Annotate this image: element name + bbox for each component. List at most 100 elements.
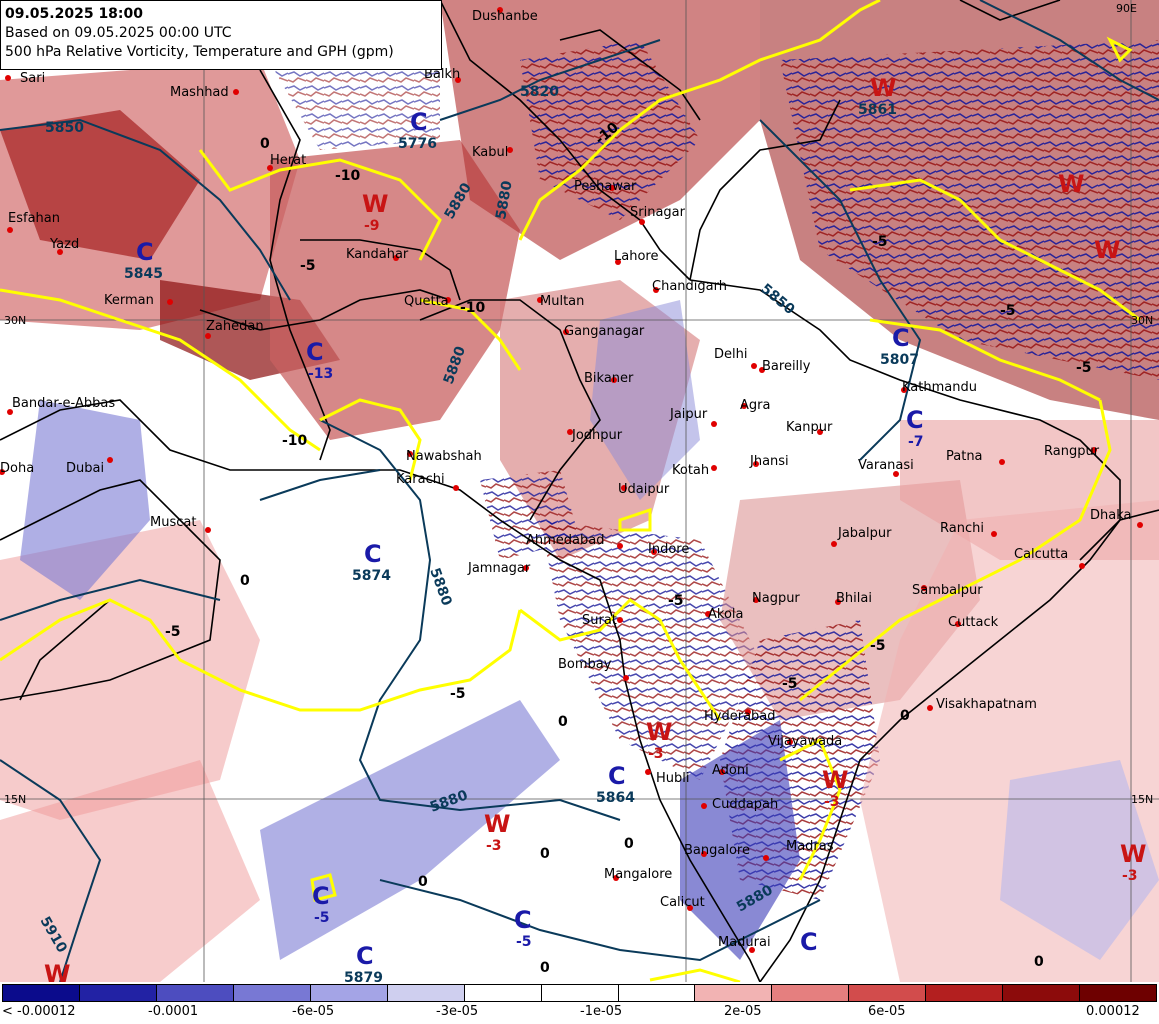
city-dot <box>523 565 529 571</box>
city-label: Jhansi <box>749 454 789 469</box>
city-dot <box>611 377 617 383</box>
city-dot <box>205 527 211 533</box>
low-pressure-marker: C <box>410 108 428 136</box>
low-pressure-marker: C <box>906 406 924 434</box>
city-label: Nagpur <box>752 591 800 606</box>
legend-swatch <box>156 985 234 1001</box>
city-label: Cuddapah <box>712 797 778 812</box>
temp-label: -10 <box>460 300 486 316</box>
city-label: Balkh <box>424 67 460 82</box>
pressure-value: -5 <box>314 910 330 926</box>
pressure-value: -3 <box>486 838 502 854</box>
city-label: Delhi <box>714 347 747 362</box>
temp-label: -10 <box>335 168 361 184</box>
temp-label: 0 <box>558 714 568 730</box>
pressure-value: 5807 <box>880 352 919 368</box>
legend-swatch <box>618 985 696 1001</box>
city-label: Hyderabad <box>704 709 776 724</box>
high-pressure-marker: W <box>1058 170 1084 198</box>
legend-label: 0.00012 <box>1086 1004 1140 1019</box>
low-pressure-marker: C <box>892 324 910 352</box>
city-dot <box>0 469 5 475</box>
legend-swatch <box>3 985 80 1001</box>
temp-label: 0 <box>260 136 270 152</box>
pressure-value: -3 <box>1122 868 1138 884</box>
city-label: Akola <box>708 607 744 622</box>
city-label: Doha <box>0 461 34 476</box>
city-dot <box>921 585 927 591</box>
legend-swatch <box>464 985 542 1001</box>
city-dot <box>719 769 725 775</box>
city-dot <box>107 457 113 463</box>
city-label: Kabul <box>472 145 508 160</box>
city-label: Kerman <box>104 293 154 308</box>
map-title-box: 09.05.2025 18:00 Based on 09.05.2025 00:… <box>0 0 442 70</box>
pressure-value: -5 <box>516 934 532 950</box>
temp-label: 0 <box>624 836 634 852</box>
city-dot <box>701 851 707 857</box>
legend-swatch <box>849 985 927 1001</box>
city-dot <box>5 75 11 81</box>
legend-swatch <box>79 985 157 1001</box>
pressure-value: -3 <box>648 746 664 762</box>
city-label: Adoni <box>712 763 749 778</box>
high-pressure-marker: W <box>362 190 388 218</box>
city-dot <box>745 709 751 715</box>
pressure-value: -7 <box>908 434 924 450</box>
high-pressure-marker: W <box>870 74 896 102</box>
temp-label: -5 <box>300 258 316 274</box>
temp-label: -5 <box>870 638 886 654</box>
city-dot <box>205 333 211 339</box>
city-dot <box>991 531 997 537</box>
city-label: Bhilai <box>836 591 872 606</box>
city-label: Calicut <box>660 895 705 910</box>
city-label: Herat <box>270 153 306 168</box>
temperature-contours <box>0 0 1141 982</box>
pressure-value: 5861 <box>858 102 897 118</box>
city-dot <box>651 549 657 555</box>
city-dot <box>751 363 757 369</box>
city-label: Madurai <box>718 935 771 950</box>
temp-label: 0 <box>900 708 910 724</box>
legend-labels: < -0.00012 -0.0001 -6e-05 -3e-05 -1e-05 … <box>0 1004 1159 1024</box>
pressure-value: -13 <box>308 366 333 382</box>
legend-swatch <box>1080 985 1157 1001</box>
high-pressure-marker: W <box>646 718 672 746</box>
city-dot <box>999 459 1005 465</box>
city-dot <box>645 769 651 775</box>
grid-labels: 30N 15N 30N 15N 90E <box>4 2 1153 806</box>
gph-label: 5880 <box>493 179 516 220</box>
city-label: Mashhad <box>170 85 229 100</box>
city-label: Ranchi <box>940 521 984 536</box>
legend-swatch <box>772 985 850 1001</box>
city-label: Muscat <box>150 515 196 530</box>
pressure-systems: C5776W5861W-9C5845C-13C5807C-7C5874W-3C5… <box>44 74 1146 982</box>
city-dot <box>705 611 711 617</box>
city-dot <box>623 675 629 681</box>
city-dot <box>711 421 717 427</box>
city-dot <box>393 255 399 261</box>
city-dot <box>7 227 13 233</box>
city-dot <box>1079 563 1085 569</box>
city-dot <box>407 451 413 457</box>
city-dot <box>741 403 747 409</box>
city-label: Quetta <box>404 294 449 309</box>
temp-label: -5 <box>1000 303 1016 319</box>
city-label: Peshawar <box>574 179 637 194</box>
pressure-value: -9 <box>364 218 380 234</box>
city-dot <box>617 617 623 623</box>
city-label: Sambalpur <box>912 583 983 598</box>
low-pressure-marker: C <box>608 762 626 790</box>
legend-color-bar <box>2 984 1157 1002</box>
city-dot <box>1091 447 1097 453</box>
city-label: Lahore <box>614 249 658 264</box>
city-label: Cuttack <box>948 615 999 630</box>
city-dot <box>753 597 759 603</box>
city-dot <box>621 485 627 491</box>
city-label: Jodhpur <box>571 428 623 443</box>
city-label: Esfahan <box>8 211 60 226</box>
temp-label: 0 <box>540 960 550 976</box>
city-dot <box>613 875 619 881</box>
city-dot <box>639 219 645 225</box>
city-label: Ganganagar <box>564 324 645 339</box>
